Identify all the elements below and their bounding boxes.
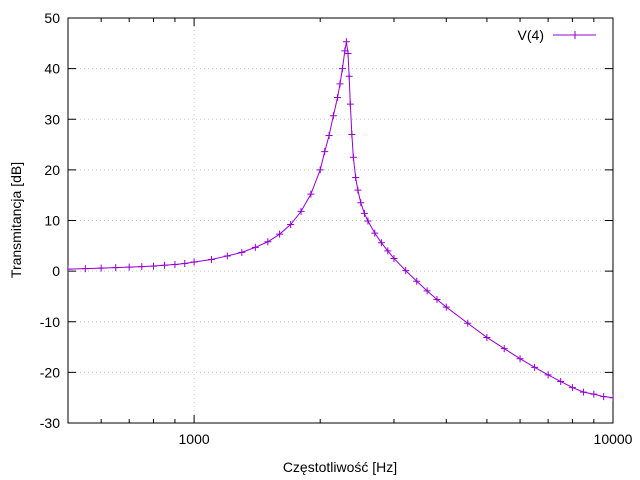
data-point (348, 130, 356, 138)
axes (67, 17, 614, 424)
data-point (171, 261, 179, 269)
data-point (590, 390, 598, 398)
data-point (402, 267, 410, 275)
y-tick-label: -30 (40, 415, 60, 431)
y-tick-label: 30 (44, 111, 60, 127)
data-point (352, 173, 360, 181)
data-point (360, 209, 368, 217)
legend: V(4) (518, 27, 596, 43)
data-point (433, 295, 441, 303)
data-point (125, 263, 133, 271)
data-point (544, 371, 552, 379)
data-point (276, 230, 284, 238)
data-point (464, 319, 472, 327)
plot-border (67, 17, 614, 424)
data-point (357, 199, 365, 207)
data-point (112, 264, 120, 272)
data-point (364, 217, 372, 225)
data-point (349, 153, 357, 161)
data-point (325, 131, 333, 139)
data-point (181, 260, 189, 268)
data-point (483, 333, 491, 341)
data-point (297, 207, 305, 215)
x-axis-label: Częstotliwość [Hz] (283, 459, 397, 475)
data-point (190, 258, 198, 266)
data-point (161, 261, 169, 269)
data-point (329, 112, 337, 120)
data-point (568, 384, 576, 392)
data-point (516, 355, 524, 363)
data-point (345, 72, 353, 80)
data-point (354, 186, 362, 194)
series-line (68, 41, 613, 399)
data-point (423, 287, 431, 295)
data-point (384, 247, 392, 255)
data-point (413, 277, 421, 285)
legend-label: V(4) (518, 27, 544, 43)
data-point (557, 377, 565, 385)
y-tick-label: 0 (52, 263, 60, 279)
data-point (223, 252, 231, 260)
data-point (609, 394, 613, 402)
data-point (81, 265, 89, 273)
y-tick-label: -10 (40, 314, 60, 330)
data-point (500, 345, 508, 353)
data-point (600, 393, 608, 401)
y-tick-label: 20 (44, 162, 60, 178)
tick-labels: -30 -20 -10 0 10 20 30 40 50 1000 10000 (40, 10, 633, 447)
data-point (97, 264, 105, 272)
data-point (344, 49, 352, 57)
data-point (251, 243, 259, 251)
data-point (336, 80, 344, 88)
data-point (138, 263, 146, 271)
data-point (442, 303, 450, 311)
data-point (390, 254, 398, 262)
series-layer (68, 38, 613, 402)
data-point (316, 166, 324, 174)
data-point (68, 265, 72, 273)
data-point (342, 38, 350, 46)
data-point (338, 65, 346, 73)
data-point (579, 388, 587, 396)
data-point (307, 190, 315, 198)
data-point (334, 93, 342, 101)
data-point (346, 100, 354, 108)
data-point (321, 148, 329, 156)
y-tick-label: 40 (44, 61, 60, 77)
y-tick-label: 50 (44, 10, 60, 26)
data-point (238, 248, 246, 256)
data-point (264, 238, 272, 246)
data-point (150, 262, 158, 270)
data-point (287, 221, 295, 229)
data-point (371, 229, 379, 237)
data-point (207, 255, 215, 263)
y-tick-label: 10 (44, 213, 60, 229)
legend-marker (571, 31, 579, 39)
x-tick-label: 10000 (594, 431, 633, 447)
data-point (377, 239, 385, 247)
y-tick-label: -20 (40, 364, 60, 380)
y-axis-label: Transmitancja [dB] (8, 162, 24, 278)
data-point (531, 363, 539, 371)
x-tick-label: 1000 (179, 431, 210, 447)
